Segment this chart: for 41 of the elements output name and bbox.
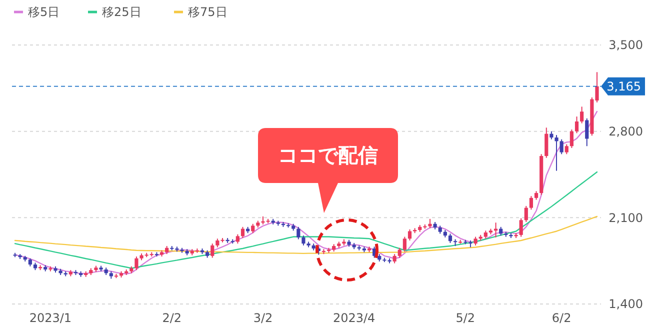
candlestick (529, 196, 534, 210)
x-tick-label: 2/2 (162, 311, 182, 325)
candlestick (585, 118, 589, 147)
y-tick-label: 2,800 (608, 124, 643, 139)
candlestick (448, 233, 452, 244)
y-tick-label: 1,400 (608, 297, 643, 312)
candlestick (134, 256, 138, 271)
line-series (14, 216, 598, 254)
candlestick (302, 235, 306, 246)
annotation: ココで配信 (278, 143, 378, 167)
y-tick-label: 3,500 (608, 38, 643, 52)
candlestick (236, 234, 240, 244)
candlestick (392, 254, 396, 264)
candlestick (519, 218, 523, 238)
candlestick (428, 218, 432, 229)
y-tick-label: 2,100 (608, 210, 643, 225)
candlestick (524, 205, 528, 222)
x-tick-label: 5/2 (456, 311, 476, 325)
x-tick-label: 2023/1 (29, 311, 72, 325)
candlestick (574, 116, 579, 134)
candlestick (240, 226, 245, 239)
candlestick (544, 127, 548, 158)
candlestick (570, 128, 574, 148)
line-series (14, 110, 598, 275)
legend-label: 移25日 (102, 5, 142, 19)
candlestick (560, 138, 564, 155)
candlestick (580, 106, 584, 124)
ref-line-label: 3,165 (606, 80, 641, 94)
x-tick-label: 3/2 (253, 311, 273, 325)
candlestick (402, 236, 406, 252)
candlestick (554, 134, 558, 172)
x-tick-label: 2023/4 (332, 311, 376, 325)
candlestick (296, 226, 300, 240)
candlestick (564, 144, 568, 155)
candlestick (398, 247, 402, 258)
x-tick-label: 6/2 (552, 311, 572, 325)
candlestick (210, 243, 214, 258)
candlestick (251, 223, 255, 234)
legend-label: 移75日 (188, 5, 228, 19)
legend-label: 移5日 (28, 5, 60, 19)
candlestick (408, 228, 412, 241)
